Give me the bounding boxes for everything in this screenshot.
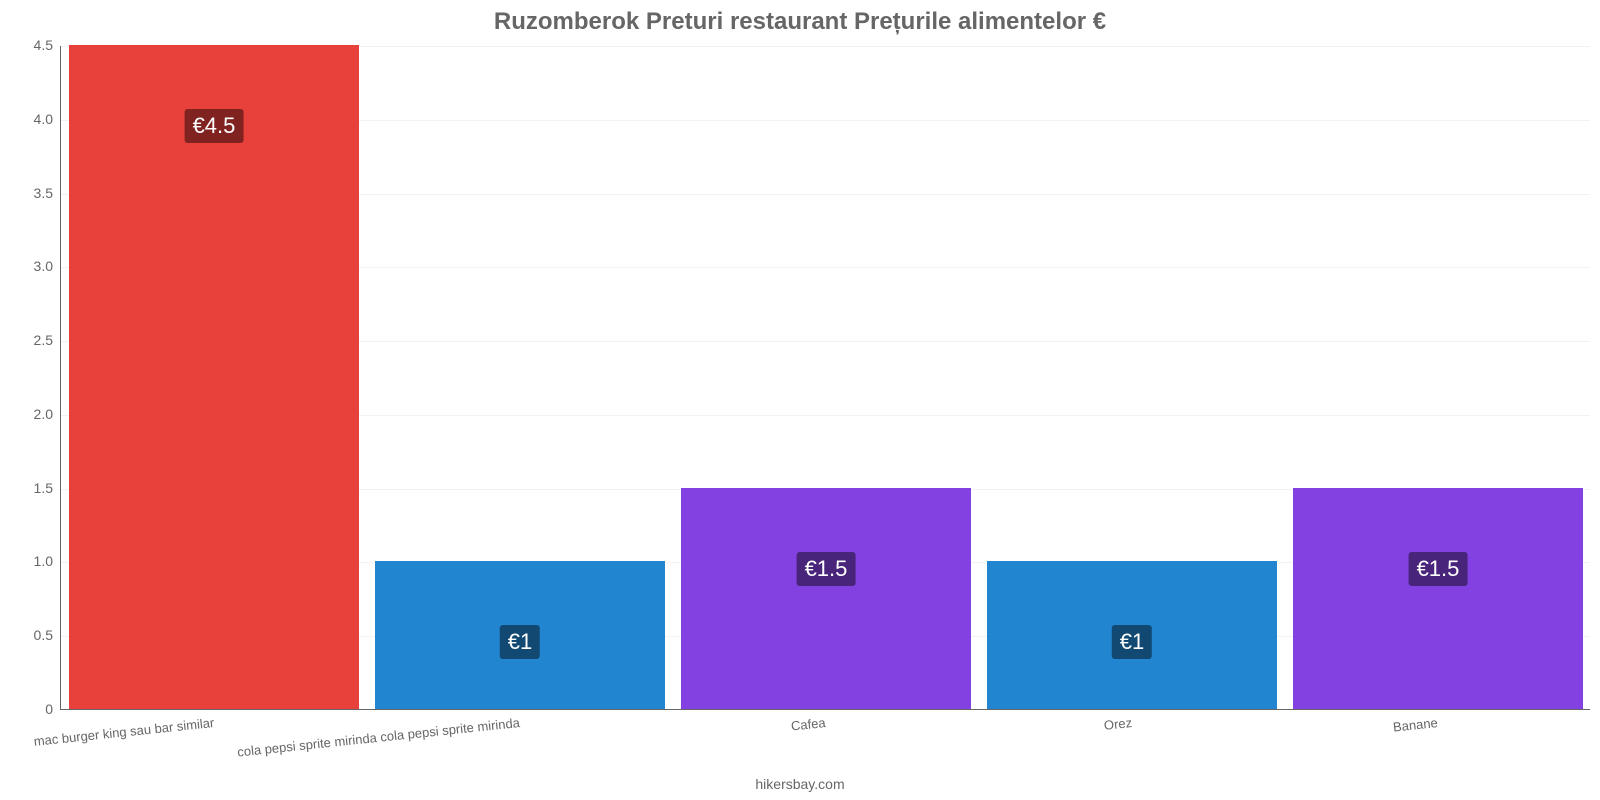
y-tick-label: 1.5 (34, 480, 61, 496)
y-tick-label: 4.0 (34, 111, 61, 127)
chart-title: Ruzomberok Preturi restaurant Prețurile … (0, 8, 1600, 36)
bar: €4.5 (69, 45, 360, 709)
x-tick-label: mac burger king sau bar similar (33, 715, 215, 749)
bar-value-label: €1.5 (1409, 552, 1468, 586)
bar: €1 (987, 561, 1278, 709)
y-tick-label: 3.5 (34, 185, 61, 201)
plot-area: 00.51.01.52.02.53.03.54.04.5€4.5mac burg… (60, 46, 1590, 710)
bar-value-label: €1.5 (797, 552, 856, 586)
y-tick-label: 2.5 (34, 332, 61, 348)
bar-value-label: €4.5 (185, 109, 244, 143)
bar: €1.5 (681, 488, 972, 709)
chart-container: Ruzomberok Preturi restaurant Prețurile … (0, 0, 1600, 800)
y-tick-label: 4.5 (34, 37, 61, 53)
bar: €1.5 (1293, 488, 1584, 709)
bar-value-label: €1 (500, 625, 540, 659)
y-tick-label: 0.5 (34, 627, 61, 643)
y-tick-label: 2.0 (34, 406, 61, 422)
x-tick-label: Orez (1103, 715, 1133, 733)
y-tick-label: 0 (45, 701, 61, 717)
y-tick-label: 3.0 (34, 258, 61, 274)
chart-footer: hikersbay.com (0, 776, 1600, 792)
bar-value-label: €1 (1112, 625, 1152, 659)
x-tick-label: cola pepsi sprite mirinda cola pepsi spr… (237, 715, 521, 760)
x-tick-label: Banane (1392, 715, 1438, 735)
bar: €1 (375, 561, 666, 709)
x-tick-label: Cafea (790, 715, 826, 734)
y-tick-label: 1.0 (34, 553, 61, 569)
